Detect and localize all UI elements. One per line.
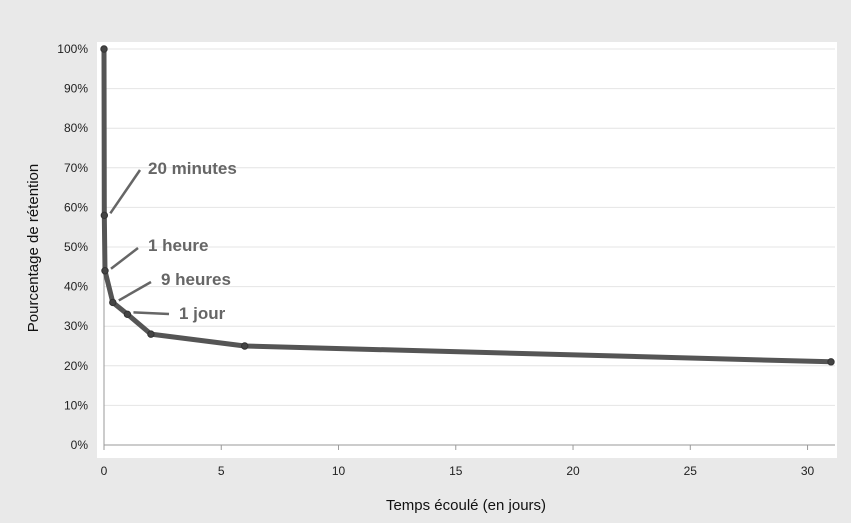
annotation-arrow bbox=[133, 311, 170, 316]
y-tick-label: 80% bbox=[64, 121, 88, 135]
y-tick-label: 90% bbox=[64, 82, 88, 96]
x-tick-label: 0 bbox=[101, 464, 108, 478]
y-tick-label: 60% bbox=[64, 200, 88, 214]
series-line bbox=[101, 46, 834, 365]
y-tick-label: 70% bbox=[64, 161, 88, 175]
annotation-label: 20 minutes bbox=[148, 159, 237, 178]
annotation-label: 9 heures bbox=[161, 270, 231, 289]
data-point bbox=[147, 330, 155, 338]
y-tick-label: 10% bbox=[64, 398, 88, 412]
y-tick-label: 40% bbox=[64, 280, 88, 294]
y-tick-label: 20% bbox=[64, 359, 88, 373]
y-tick-label: 50% bbox=[64, 240, 88, 254]
data-point bbox=[109, 298, 117, 307]
annotation-label: 1 jour bbox=[179, 304, 226, 323]
annotation-arrow bbox=[118, 280, 152, 302]
y-axis-title: Pourcentage de rétention bbox=[25, 164, 42, 332]
annotation-arrow bbox=[109, 169, 142, 215]
data-point bbox=[100, 45, 108, 53]
x-tick-label: 30 bbox=[801, 464, 815, 478]
axes: 0% 10% 20% 30% 40% 50% 60% 70% 80% 90% 100% 0 5 10 15 2… bbox=[57, 42, 835, 478]
data-point bbox=[123, 310, 132, 319]
y-tick-label: 0% bbox=[71, 438, 89, 452]
series-layer bbox=[100, 45, 835, 366]
annotations: 20 minutes 1 heure 9 heures 1 jour bbox=[109, 159, 237, 323]
x-tick-label: 10 bbox=[332, 464, 346, 478]
plot-area bbox=[97, 42, 837, 458]
x-tick-label: 20 bbox=[566, 464, 580, 478]
data-point bbox=[101, 267, 109, 275]
y-tick-label: 30% bbox=[64, 319, 88, 333]
x-tick-label: 25 bbox=[684, 464, 698, 478]
annotation-arrow bbox=[110, 247, 139, 270]
x-axis-title: Temps écoulé (en jours) bbox=[386, 497, 546, 514]
data-point bbox=[100, 211, 109, 220]
y-tick-label: 100% bbox=[57, 42, 88, 56]
x-tick-label: 15 bbox=[449, 464, 463, 478]
data-point bbox=[827, 358, 835, 366]
grid-lines bbox=[104, 48, 835, 406]
annotation-label: 1 heure bbox=[148, 236, 208, 255]
x-tick-label: 5 bbox=[218, 464, 225, 478]
data-point bbox=[241, 342, 249, 350]
